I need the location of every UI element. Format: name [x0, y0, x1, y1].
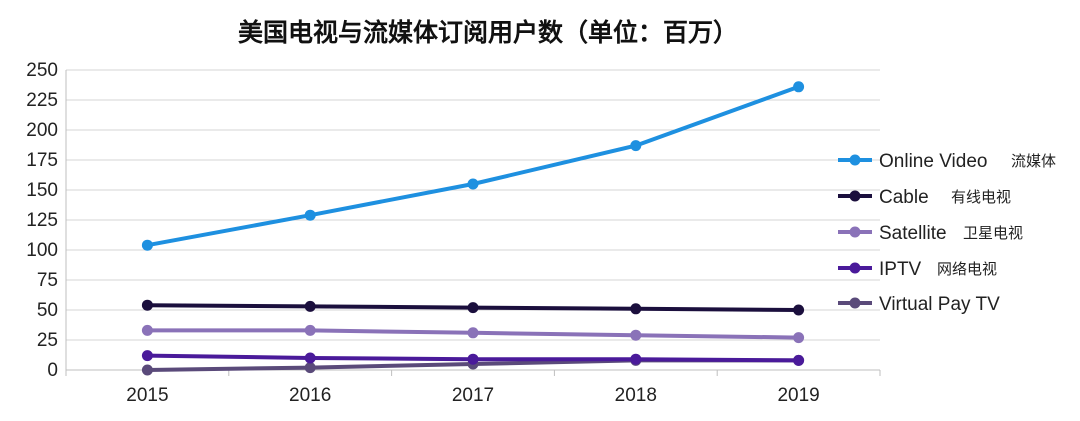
- legend-label: Online Video: [879, 151, 987, 172]
- x-tick-label: 2018: [615, 385, 657, 406]
- legend-item-satellite: Satellite 卫星电视: [838, 223, 1023, 244]
- legend-item-online-video: Online Video 流媒体: [838, 151, 1056, 172]
- legend-item-iptv: IPTV 网络电视: [838, 259, 997, 280]
- data-point: [630, 353, 642, 365]
- data-point: [793, 332, 805, 344]
- legend-swatch-marker: [849, 226, 861, 238]
- data-point: [304, 362, 316, 374]
- data-point: [141, 364, 153, 376]
- legend-swatch-marker: [849, 262, 861, 274]
- y-tick-label: 100: [26, 240, 58, 261]
- x-tick-label: 2016: [289, 385, 331, 406]
- axes: 0 25 50 75 100 125 150 175 200 225 250 2015 2016 2017…: [26, 60, 881, 406]
- data-point: [304, 209, 316, 221]
- legend-label-cn: 卫星电视: [963, 224, 1023, 242]
- data-point: [630, 140, 642, 152]
- gridlines: [66, 69, 880, 341]
- data-point: [467, 302, 479, 314]
- legend-swatch-marker: [849, 190, 861, 202]
- legend-label-cn: 网络电视: [937, 260, 997, 278]
- y-tick-label: 125: [26, 210, 58, 231]
- data-point: [141, 299, 153, 311]
- y-tick-label: 150: [26, 180, 58, 201]
- legend-label: Satellite: [879, 223, 947, 244]
- y-tick-label: 175: [26, 150, 58, 171]
- data-point: [467, 353, 479, 365]
- legend-swatch-marker: [849, 154, 861, 166]
- data-point: [141, 350, 153, 362]
- legend-label: IPTV: [879, 259, 922, 280]
- series-satellite: [141, 324, 805, 344]
- y-tick-label: 75: [37, 270, 58, 291]
- y-tick-label: 225: [26, 90, 58, 111]
- y-tick-label: 250: [26, 60, 58, 81]
- legend-swatch-marker: [849, 297, 861, 309]
- chart-title: 美国电视与流媒体订阅用户数（单位：百万）: [238, 18, 738, 47]
- legend-label: Cable: [879, 187, 929, 208]
- data-point: [141, 239, 153, 251]
- legend-label-cn: 有线电视: [951, 188, 1011, 206]
- x-tick-label: 2017: [452, 385, 494, 406]
- series-online-video: [141, 81, 805, 251]
- data-point: [304, 324, 316, 336]
- y-tick-label: 25: [37, 330, 58, 351]
- data-point: [304, 300, 316, 312]
- legend-label-cn: 流媒体: [1011, 152, 1056, 170]
- y-tick-label: 50: [37, 300, 58, 321]
- data-point: [793, 304, 805, 316]
- series-cable: [141, 299, 805, 316]
- y-tick-label: 200: [26, 120, 58, 141]
- data-point: [793, 81, 805, 93]
- series-line: [145, 84, 801, 248]
- series-iptv: [141, 350, 805, 366]
- data-point: [630, 329, 642, 341]
- x-tick-label: 2015: [126, 385, 168, 406]
- legend-label: Virtual Pay TV: [879, 294, 1000, 315]
- data-point: [141, 324, 153, 336]
- data-point: [467, 327, 479, 339]
- data-point: [793, 354, 805, 366]
- y-tick-label: 0: [47, 360, 58, 381]
- x-tick-label: 2019: [777, 385, 819, 406]
- legend-item-cable: Cable 有线电视: [838, 187, 1011, 208]
- data-point: [304, 352, 316, 364]
- data-point: [630, 303, 642, 315]
- series-lines: [141, 81, 805, 376]
- legend-item-virtual-pay-tv: Virtual Pay TV: [838, 294, 1000, 315]
- data-point: [467, 178, 479, 190]
